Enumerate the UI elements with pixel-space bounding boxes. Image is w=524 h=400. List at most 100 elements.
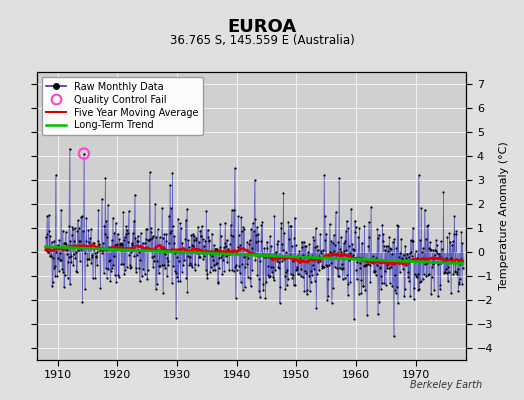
Point: [46, 233, 54, 239]
Point: [188, 242, 196, 248]
Point: [322, 230, 330, 237]
Point: [308, 253, 316, 260]
Point: [261, 253, 269, 260]
Point: [107, 268, 115, 274]
Point: [449, 270, 457, 277]
Point: [359, 263, 368, 270]
Point: [150, 246, 159, 253]
Point: [435, 254, 444, 260]
Point: [67, 258, 75, 265]
Point: [289, 271, 298, 278]
Point: [343, 281, 352, 288]
Point: [285, 254, 293, 260]
Point: [220, 268, 228, 274]
Point: [428, 261, 436, 267]
Point: [375, 232, 383, 238]
Point: [388, 251, 396, 257]
Point: [128, 230, 137, 236]
Point: [116, 242, 124, 248]
Point: [144, 267, 152, 273]
Point: [323, 296, 331, 303]
Point: [204, 237, 213, 244]
Point: [316, 250, 325, 256]
Point: [62, 241, 70, 247]
Point: [370, 258, 379, 264]
Point: [98, 250, 106, 256]
Point: [416, 237, 424, 244]
Point: [411, 248, 420, 254]
Point: [115, 236, 124, 242]
Point: [77, 246, 85, 252]
Point: [311, 277, 319, 284]
Point: [287, 222, 296, 229]
Point: [127, 248, 135, 255]
Point: [194, 262, 202, 268]
Point: [262, 254, 270, 261]
Point: [367, 256, 376, 262]
Point: [405, 278, 413, 284]
Point: [314, 247, 322, 253]
Point: [407, 237, 415, 244]
Point: [454, 288, 463, 294]
Point: [427, 291, 435, 298]
Point: [250, 177, 259, 183]
Point: [409, 238, 417, 244]
Point: [147, 234, 156, 241]
Point: [299, 274, 307, 280]
Point: [104, 266, 113, 273]
Point: [96, 247, 104, 254]
Point: [124, 230, 133, 236]
Point: [381, 247, 389, 254]
Point: [76, 258, 84, 264]
Point: [264, 263, 272, 269]
Point: [399, 259, 407, 266]
Point: [145, 169, 154, 176]
Point: [318, 263, 326, 270]
Point: [343, 272, 351, 278]
Point: [214, 279, 222, 286]
Point: [309, 234, 318, 240]
Point: [158, 204, 166, 211]
Point: [206, 249, 215, 255]
Point: [121, 233, 129, 240]
Point: [93, 262, 101, 268]
Point: [425, 246, 434, 252]
Point: [126, 264, 135, 270]
Point: [301, 243, 309, 249]
Point: [126, 265, 134, 272]
Point: [238, 261, 246, 268]
Point: [160, 231, 169, 237]
Point: [124, 238, 132, 245]
Point: [174, 258, 183, 264]
Point: [231, 263, 239, 270]
Point: [330, 248, 339, 255]
Point: [239, 254, 248, 260]
Point: [246, 283, 255, 290]
Point: [155, 270, 163, 276]
Point: [254, 238, 262, 244]
Point: [218, 271, 226, 278]
Point: [288, 275, 297, 281]
Point: [245, 237, 254, 244]
Point: [304, 249, 312, 255]
Point: [101, 230, 109, 237]
Point: [49, 255, 57, 262]
Point: [211, 245, 220, 252]
Point: [428, 274, 436, 280]
Point: [247, 245, 256, 252]
Point: [418, 276, 427, 283]
Point: [382, 243, 390, 249]
Point: [301, 268, 309, 274]
Point: [386, 280, 394, 286]
Point: [350, 251, 358, 258]
Point: [426, 239, 434, 246]
Point: [413, 274, 421, 280]
Point: [305, 288, 314, 294]
Point: [438, 260, 446, 267]
Point: [75, 224, 83, 231]
Point: [308, 272, 316, 278]
Point: [407, 248, 416, 255]
Point: [336, 248, 345, 255]
Point: [373, 226, 381, 232]
Point: [224, 251, 232, 257]
